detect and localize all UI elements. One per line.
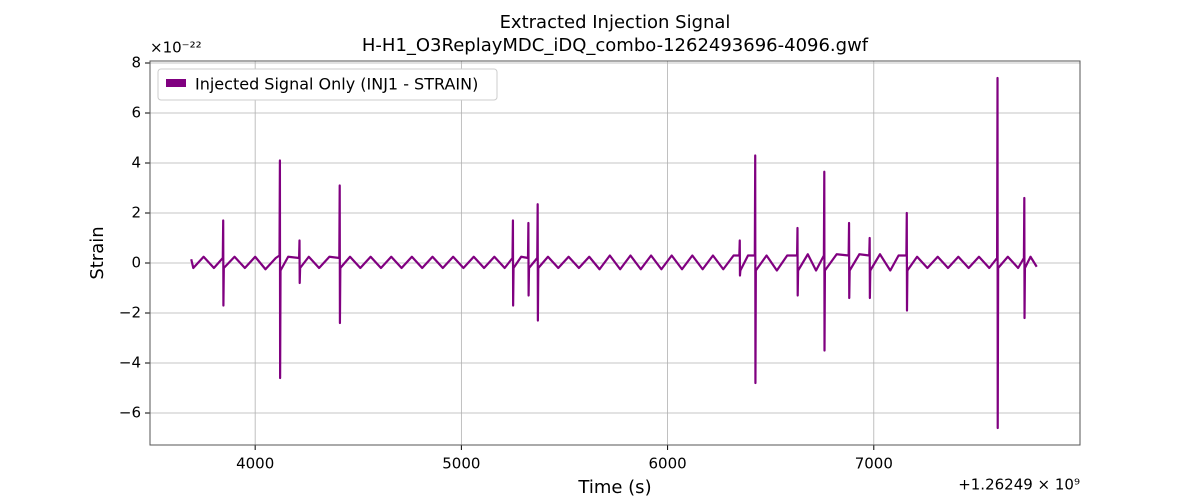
y-offset-text: ×10⁻²²: [150, 39, 202, 57]
plot-frame: [149, 60, 1081, 446]
y-tick-label: 8: [131, 54, 141, 72]
x-tick-label: 5000: [442, 455, 480, 473]
legend: Injected Signal Only (INJ1 - STRAIN): [157, 68, 498, 101]
legend-label: Injected Signal Only (INJ1 - STRAIN): [195, 75, 478, 94]
y-tick-label: 4: [131, 154, 141, 172]
x-tick-label: 7000: [855, 455, 893, 473]
x-tick-label: 6000: [648, 455, 686, 473]
y-tick-label: −6: [119, 404, 141, 422]
y-tick-label: 6: [131, 104, 141, 122]
y-tick-label: −4: [119, 354, 141, 372]
legend-swatch: [166, 79, 186, 87]
signal-line: [190, 76, 1038, 430]
chart-subtitle: H-H1_O3ReplayMDC_iDQ_combo-1262493696-40…: [362, 35, 869, 56]
y-tick-label: −2: [119, 304, 141, 322]
y-tick-label: 2: [131, 204, 141, 222]
x-tick-label: 4000: [236, 455, 274, 473]
x-offset-text: +1.26249 × 10⁹: [958, 476, 1080, 494]
chart-title: Extracted Injection Signal: [500, 12, 731, 33]
y-axis-label: Strain: [87, 226, 108, 279]
legend-box: [157, 68, 498, 101]
x-axis-label: Time (s): [577, 477, 651, 498]
y-tick-label: 0: [131, 254, 141, 272]
